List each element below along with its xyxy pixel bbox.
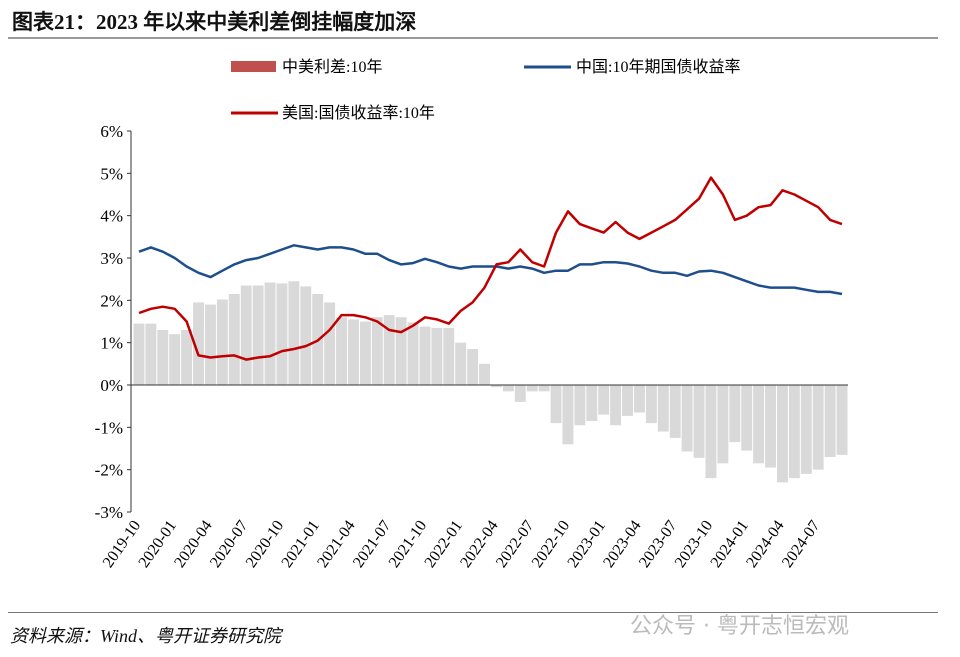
spread-bar [717, 385, 729, 464]
legend-swatch-spread [231, 61, 276, 72]
spread-bar [288, 281, 300, 385]
spread-bar [169, 334, 181, 385]
source-note: 资料来源：Wind、粤开证券研究院 [10, 626, 282, 646]
spread-bar [491, 385, 502, 388]
legend-label-china: 中国:10年期国债收益率 [576, 58, 740, 76]
spread-bar [526, 385, 538, 392]
spread-bar [598, 385, 610, 415]
y-tick-label: -3% [95, 503, 123, 522]
spread-bar [502, 385, 514, 392]
spread-bar [610, 385, 622, 426]
y-tick-label: 0% [100, 376, 123, 395]
spread-bar [467, 349, 479, 385]
y-tick-label: 2% [100, 291, 123, 310]
title-divider [8, 37, 938, 39]
spread-bar [550, 385, 562, 424]
spread-bar [788, 385, 800, 479]
spread-bar [681, 385, 693, 452]
spread-bar [371, 317, 383, 385]
spread-bar [145, 323, 157, 385]
footer-divider [8, 612, 938, 613]
y-tick-label: 4% [100, 207, 123, 226]
chart: 中美利差:10年 中国:10年期国债收益率 美国:国债收益率:10年 6% 5% 4… [95, 58, 848, 571]
watermark: 公众号 · 粤开志恒宏观 [630, 614, 849, 639]
spread-bar [431, 327, 443, 385]
spread-bar [836, 385, 848, 455]
spread-bar [359, 321, 371, 385]
spread-bar [193, 302, 204, 385]
spread-bar [205, 304, 216, 385]
spread-bar [455, 342, 467, 385]
chart-title: 图表21：2023 年以来中美利差倒挂幅度加深 [12, 10, 417, 34]
spread-bar [693, 385, 705, 458]
spread-bar [264, 282, 276, 385]
spread-bar [300, 286, 312, 385]
x-tick-label: 2024-07 [779, 518, 824, 571]
spread-bar [729, 385, 741, 443]
y-tick-label: 1% [100, 334, 123, 353]
spread-bar [336, 317, 347, 385]
spread-bar [622, 385, 633, 416]
spread-bar [348, 319, 359, 385]
legend-label-spread: 中美利差:10年 [282, 58, 382, 76]
spread-bar [228, 293, 240, 385]
spread-bar [240, 285, 252, 385]
spread-bar [645, 385, 657, 424]
spread-bar [514, 385, 526, 402]
spread-bar [777, 385, 788, 483]
spread-bar [216, 299, 228, 385]
spread-bar [133, 323, 145, 385]
spread-bar [324, 302, 336, 385]
china-yield-line [138, 244, 843, 296]
spread-bar [443, 327, 455, 385]
spread-bar [765, 385, 776, 468]
spread-bar [383, 315, 395, 385]
spread-bar [252, 285, 264, 385]
spread-bar [753, 385, 765, 464]
spread-bar [657, 385, 669, 432]
spread-bar [395, 317, 407, 385]
spread-bar [824, 385, 836, 457]
y-tick-label: -2% [95, 461, 123, 480]
spread-bar [634, 385, 645, 413]
spread-bar [586, 385, 598, 421]
spread-bar [538, 385, 550, 392]
legend-label-us: 美国:国债收益率:10年 [282, 104, 435, 122]
spread-bar [276, 283, 288, 385]
spread-bar [669, 385, 681, 438]
y-tick-label: 3% [100, 249, 123, 268]
spread-bar [800, 385, 812, 474]
spread-bar [181, 329, 193, 385]
spread-bar [705, 385, 717, 479]
spread-bar [479, 363, 490, 385]
spread-bar [741, 385, 753, 451]
spread-bar [574, 385, 586, 426]
spread-bar [157, 329, 169, 385]
y-tick-label: 5% [100, 164, 123, 183]
spread-bar [407, 322, 419, 385]
legend: 中美利差:10年 中国:10年期国债收益率 美国:国债收益率:10年 [231, 58, 740, 122]
spread-bar [812, 385, 824, 470]
spread-bar [419, 326, 431, 385]
us-yield-line [138, 176, 843, 361]
spread-bar [562, 385, 574, 445]
y-tick-label: -1% [95, 418, 123, 437]
y-tick-label: 6% [100, 122, 123, 141]
